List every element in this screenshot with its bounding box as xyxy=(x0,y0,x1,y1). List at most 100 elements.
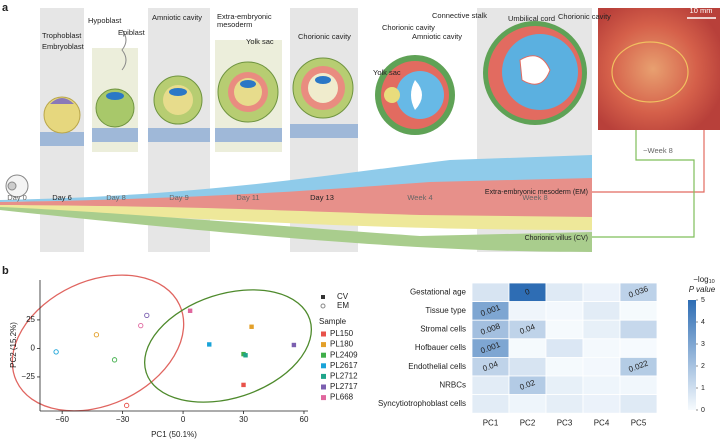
annotation: Connective stalk xyxy=(432,11,487,20)
colorbar-title-part: −log xyxy=(693,275,708,284)
x-tick-label: −60 xyxy=(55,415,69,424)
heatmap-cell xyxy=(508,356,547,377)
y-tick-label: 0 xyxy=(31,344,36,353)
point xyxy=(249,324,254,329)
heatmap-cell xyxy=(619,319,658,340)
colorbar-title: −log10 xyxy=(693,275,714,285)
row-label: Gestational age xyxy=(410,287,467,296)
annotation: Umbilical cord xyxy=(508,14,555,23)
legend-swatch xyxy=(321,384,326,390)
heatmap-cell xyxy=(471,375,510,396)
stage-label: Week 8 xyxy=(522,193,547,202)
colorbar-tick-label: 1 xyxy=(701,385,705,392)
y-axis-label: PC2 (15.2%) xyxy=(9,322,18,368)
legend-marker xyxy=(321,295,325,299)
point xyxy=(187,308,193,313)
annotation: mesoderm xyxy=(217,20,252,29)
heatmap-cell xyxy=(582,394,621,414)
heatmap-cell xyxy=(619,301,658,321)
legend-swatch xyxy=(321,352,326,358)
colorbar-title: P value xyxy=(689,285,716,294)
column-label: PC5 xyxy=(631,418,647,427)
heatmap-cell xyxy=(582,301,621,321)
heatmap-cell xyxy=(582,338,621,358)
colorbar-tick-label: 0 xyxy=(701,407,705,414)
heatmap-cell xyxy=(545,338,584,358)
heatmap-cell xyxy=(582,282,621,303)
heatmap-cell xyxy=(545,282,584,303)
point xyxy=(243,353,248,358)
legend-label: PL2617 xyxy=(330,361,358,370)
heatmap-cell xyxy=(619,394,658,414)
stage-label: Day 9 xyxy=(169,193,189,202)
row-label: Endothelial cells xyxy=(408,362,466,371)
colorbar-tick-label: 5 xyxy=(701,297,705,304)
heatmap-cell xyxy=(582,319,621,340)
column-label: PC2 xyxy=(520,418,536,427)
point xyxy=(138,322,144,329)
band-label: Extra-embryonic mesoderm (EM) xyxy=(485,189,588,196)
annotation: Extra-embryonic xyxy=(217,12,272,21)
x-tick-label: 30 xyxy=(239,415,248,424)
legend-label: PL2712 xyxy=(330,372,358,381)
legend-label: PL180 xyxy=(330,340,354,349)
x-tick-label: 60 xyxy=(300,415,309,424)
heatmap-cell xyxy=(508,301,547,321)
point xyxy=(53,349,59,355)
annotation: Chorionic cavity xyxy=(382,23,435,32)
row-label: Tissue type xyxy=(425,306,466,315)
point xyxy=(207,342,212,347)
heatmap-cell xyxy=(582,356,621,377)
annotation: Yolk sac xyxy=(246,37,274,46)
heatmap-cell xyxy=(619,338,658,358)
point xyxy=(123,402,130,409)
y-tick-label: 25 xyxy=(26,315,35,324)
point xyxy=(241,382,246,388)
x-axis-label: PC1 (50.1%) xyxy=(151,430,197,439)
point xyxy=(111,357,118,363)
legend-label: CV xyxy=(337,292,349,301)
annotation: Chorionic cavity xyxy=(298,32,351,41)
annotation: Embryoblast xyxy=(42,42,85,51)
stage-label: Week 4 xyxy=(407,193,432,202)
x-tick-label: −30 xyxy=(116,415,130,424)
heatmap-cell xyxy=(508,338,547,358)
band-label: Chorionic villus (CV) xyxy=(525,235,588,242)
legend-swatch xyxy=(321,395,326,401)
point xyxy=(93,332,100,338)
point xyxy=(144,312,150,319)
y-tick-label: −25 xyxy=(21,372,35,381)
legend-swatch xyxy=(321,331,326,337)
legend-label: PL668 xyxy=(330,393,354,402)
legend-title: Sample xyxy=(319,317,347,326)
legend-label: EM xyxy=(337,301,349,310)
annotation: Trophoblast xyxy=(42,31,82,40)
panel-a-art xyxy=(0,8,720,252)
legend-label: PL2717 xyxy=(330,382,358,391)
heatmap-cell xyxy=(545,319,584,340)
heatmap-cell xyxy=(545,394,584,414)
heatmap-cell xyxy=(471,282,510,303)
stage-label: ~Week 8 xyxy=(643,146,673,155)
cell-label: 0 xyxy=(524,287,532,297)
column-label: PC4 xyxy=(594,418,610,427)
colorbar-tick-label: 3 xyxy=(701,341,705,348)
colorbar-tick-label: 2 xyxy=(701,363,705,370)
row-label: Syncytiotrophoblast cells xyxy=(378,399,466,408)
column-label: PC3 xyxy=(557,418,573,427)
annotation: Chorionic cavity xyxy=(558,12,611,21)
legend-marker xyxy=(320,303,326,309)
heatmap-cell xyxy=(545,356,584,377)
annotation: Epiblast xyxy=(118,28,146,37)
colorbar-title-part: 10 xyxy=(709,279,715,285)
legend-swatch xyxy=(321,373,326,379)
legend-swatch xyxy=(321,342,326,348)
heatmap-cell xyxy=(545,301,584,321)
legend-label: PL150 xyxy=(330,329,354,338)
annotation: Amniotic cavity xyxy=(152,13,202,22)
heatmap-cell xyxy=(619,375,658,396)
heatmap-cell xyxy=(582,375,621,396)
legend-swatch xyxy=(321,363,326,369)
row-label: Stromal cells xyxy=(420,325,466,334)
